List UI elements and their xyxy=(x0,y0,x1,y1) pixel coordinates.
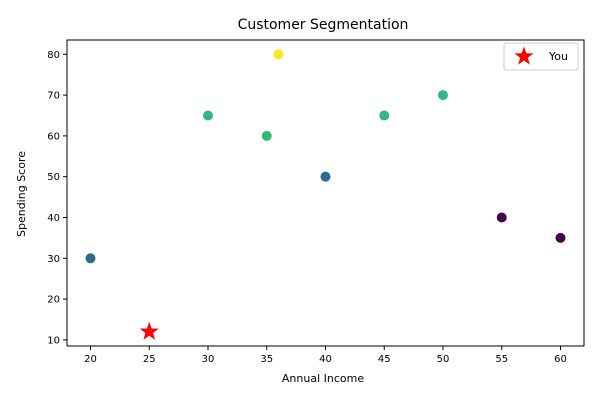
y-axis-label: Spending Score xyxy=(15,151,28,237)
chart-title: Customer Segmentation xyxy=(238,17,409,33)
y-tick-label: 70 xyxy=(47,91,60,102)
x-tick-label: 20 xyxy=(84,354,97,365)
scatter-point xyxy=(261,130,272,141)
scatter-point xyxy=(320,171,331,182)
x-tick-label: 40 xyxy=(319,354,332,365)
x-tick-label: 25 xyxy=(143,354,156,365)
x-tick-label: 55 xyxy=(495,354,508,365)
y-tick-label: 20 xyxy=(47,295,60,306)
legend-box xyxy=(503,42,579,71)
scatter-point xyxy=(555,232,566,243)
highlight-star-point xyxy=(139,321,159,340)
x-axis-label: Annual Income xyxy=(282,372,364,385)
highlight-marker-group xyxy=(139,321,159,340)
scatter-point xyxy=(203,110,213,121)
x-tick-label: 30 xyxy=(202,354,215,365)
legend-label-you: You xyxy=(548,50,568,63)
x-tick-label: 45 xyxy=(378,354,391,365)
scatter-point xyxy=(273,49,284,60)
x-tick-label: 50 xyxy=(437,354,450,365)
y-tick-label: 40 xyxy=(47,213,60,224)
x-axis-ticks: 20 25 30 35 40 45 50 55 60 xyxy=(84,346,567,365)
y-tick-label: 80 xyxy=(47,50,60,61)
y-tick-label: 50 xyxy=(47,172,60,183)
x-tick-label: 35 xyxy=(260,354,273,365)
plot-frame xyxy=(66,39,585,347)
scatter-point xyxy=(85,253,96,264)
x-tick-label: 60 xyxy=(554,354,567,365)
y-axis-ticks: 10 20 30 40 50 60 70 80 xyxy=(47,50,67,346)
y-tick-label: 60 xyxy=(47,131,60,142)
scatter-point xyxy=(438,90,448,101)
legend: You xyxy=(503,42,579,71)
y-tick-label: 30 xyxy=(47,254,60,265)
scatter-points xyxy=(85,49,566,264)
legend-star-marker xyxy=(514,46,534,65)
scatter-point xyxy=(379,110,390,121)
y-tick-label: 10 xyxy=(47,335,60,346)
scatter-point xyxy=(496,212,507,223)
